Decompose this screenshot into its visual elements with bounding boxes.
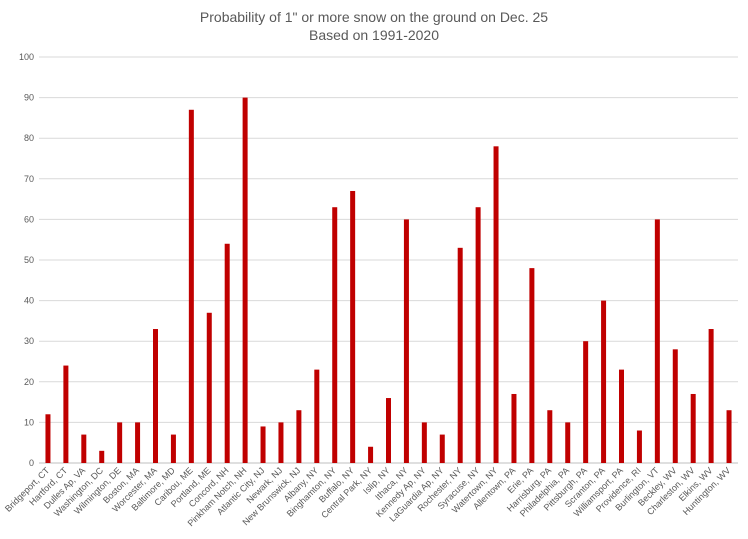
bar — [117, 422, 123, 463]
y-tick-label: 20 — [24, 377, 34, 387]
bar — [529, 268, 535, 463]
bar — [224, 243, 230, 463]
bar — [170, 434, 176, 463]
y-axis-ticks: 0 10 20 30 40 50 60 70 80 90 100 — [19, 52, 34, 468]
bar — [368, 446, 374, 463]
bar — [153, 329, 158, 463]
bar — [188, 109, 194, 463]
bar — [636, 430, 642, 463]
bar — [135, 422, 141, 463]
y-tick-label: 70 — [24, 174, 34, 184]
bar — [457, 247, 463, 463]
bar — [547, 410, 553, 463]
bar — [99, 450, 105, 463]
bar — [654, 219, 660, 463]
bar — [601, 300, 607, 463]
y-tick-label: 40 — [24, 296, 34, 306]
chart-subtitle: Based on 1991-2020 — [309, 27, 439, 43]
bar — [511, 393, 517, 463]
bar — [439, 434, 445, 463]
y-tick-label: 10 — [24, 417, 34, 427]
bar — [206, 312, 212, 463]
bar — [403, 219, 409, 463]
bar — [690, 393, 696, 463]
bar — [475, 207, 481, 463]
bar — [386, 398, 391, 463]
bar — [672, 349, 678, 463]
bar — [260, 426, 266, 463]
y-tick-label: 100 — [19, 52, 34, 62]
y-tick-label: 50 — [24, 255, 34, 265]
bar — [332, 207, 338, 463]
bar — [726, 410, 732, 463]
bar — [63, 365, 69, 463]
bar — [421, 422, 427, 463]
bar — [350, 190, 356, 464]
bars — [45, 97, 732, 464]
bar — [583, 341, 589, 463]
bar — [619, 369, 624, 463]
bar — [81, 434, 87, 463]
bar — [242, 97, 248, 463]
bar — [278, 422, 284, 463]
y-tick-label: 90 — [24, 93, 34, 103]
bar — [314, 369, 320, 463]
bar — [296, 410, 302, 463]
bar — [493, 146, 499, 463]
y-tick-label: 60 — [24, 214, 34, 224]
chart-title: Probability of 1" or more snow on the gr… — [199, 9, 549, 25]
bar — [708, 329, 714, 463]
bar — [45, 414, 51, 463]
y-tick-label: 30 — [24, 336, 34, 346]
y-tick-label: 80 — [24, 133, 34, 143]
y-tick-label: 0 — [29, 458, 34, 468]
bar — [565, 422, 571, 463]
